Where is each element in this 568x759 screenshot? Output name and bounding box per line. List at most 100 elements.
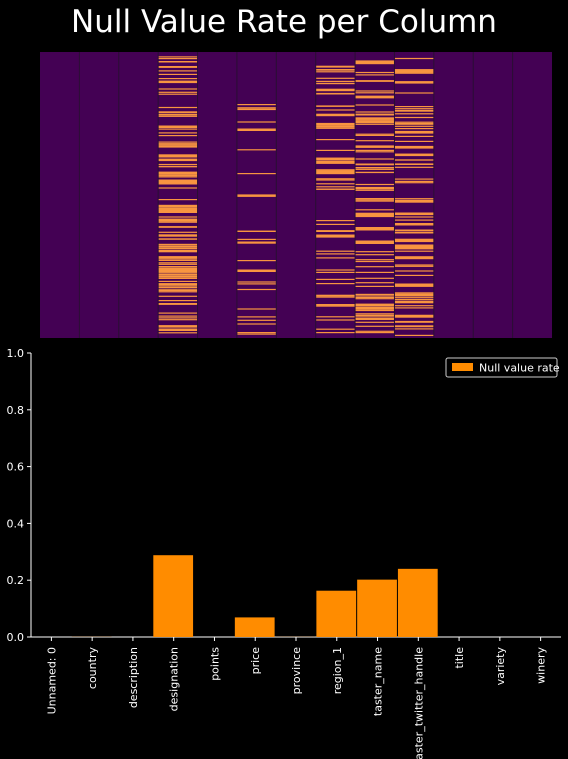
heatmap-null-line [158, 154, 198, 157]
heatmap-null-line [355, 61, 395, 64]
heatmap-null-line [315, 81, 356, 83]
heatmap-null-line [158, 248, 198, 250]
heatmap-null-line [158, 128, 198, 130]
heatmap-null-line [236, 288, 277, 291]
heatmap-null-line [355, 92, 395, 94]
heatmap-null-line [315, 83, 356, 85]
heatmap-null-line [158, 258, 198, 260]
heatmap-null-line [394, 182, 434, 184]
heatmap-null-line [355, 134, 395, 136]
heatmap-null-line [394, 316, 434, 318]
y-tick-label: 1.0 [7, 347, 25, 360]
heatmap-null-line [158, 187, 198, 189]
heatmap-null-line [315, 71, 356, 73]
heatmap-null-line [158, 58, 198, 60]
bar-price [234, 617, 275, 637]
heatmap-null-line [158, 262, 198, 264]
heatmap-null-line [158, 66, 198, 68]
heatmap-null-line [236, 316, 277, 318]
heatmap-null-line [355, 260, 395, 263]
heatmap-null-line [236, 121, 277, 123]
heatmap-null-line [315, 236, 356, 238]
heatmap-null-line [355, 200, 395, 202]
heatmap-null-line [394, 145, 434, 148]
heatmap-null-line [315, 125, 356, 127]
heatmap-null-line [158, 125, 198, 128]
heatmap-null-line [315, 250, 356, 252]
heatmap-null-line [315, 230, 356, 232]
heatmap-null-line [158, 287, 198, 289]
heatmap-null-line [355, 228, 395, 231]
legend-frame [445, 357, 558, 378]
heatmap-null-line [315, 220, 356, 222]
heatmap-null-line [355, 296, 395, 299]
heatmap-null-line [158, 199, 198, 201]
heatmap-column-region_1 [315, 52, 356, 338]
x-tick-label: price [249, 647, 262, 675]
heatmap-null-line [355, 114, 395, 116]
heatmap-null-line [315, 332, 356, 334]
heatmap-null-line [158, 144, 198, 146]
heatmap-null-line [394, 201, 434, 203]
heatmap-null-line [355, 295, 395, 297]
heatmap-null-line [355, 227, 395, 230]
heatmap-null-line [394, 199, 434, 201]
heatmap-null-line [158, 146, 198, 148]
heatmap-null-line [158, 277, 198, 279]
heatmap-null-line [394, 265, 434, 267]
x-tick-label: province [290, 647, 303, 695]
heatmap-null-line [355, 119, 395, 121]
heatmap-null-line [158, 173, 198, 175]
heatmap-null-line [158, 231, 198, 233]
heatmap-null-line [394, 315, 434, 317]
heatmap-null-line [355, 168, 395, 170]
heatmap-null-line [315, 139, 356, 141]
heatmap-null-line [394, 246, 434, 249]
chart-title: Null Value Rate per Column [71, 4, 497, 40]
heatmap-null-line [394, 109, 434, 112]
heatmap-null-line [394, 229, 434, 231]
heatmap-column-taster_twitter_handle [394, 52, 434, 338]
heatmap-column-country [79, 52, 119, 338]
heatmap-null-line [315, 186, 356, 188]
bar-taster_twitter_handle [397, 568, 438, 637]
heatmap-null-line [355, 314, 395, 316]
heatmap-null-line [158, 280, 198, 282]
heatmap-null-line [158, 243, 198, 245]
heatmap-null-line [158, 132, 198, 134]
heatmap-null-line [355, 198, 395, 200]
heatmap-null-line [158, 163, 198, 166]
heatmap-null-line [355, 104, 395, 106]
heatmap-null-line [355, 293, 395, 295]
heatmap-null-line [158, 106, 198, 109]
heatmap-null-line [394, 270, 434, 272]
heatmap-null-line [236, 333, 277, 335]
heatmap-null-line [394, 131, 434, 133]
heatmap-null-line [394, 106, 434, 108]
y-tick-label: 0.0 [7, 631, 25, 644]
heatmap-null-line [315, 105, 356, 107]
heatmap-null-line [394, 166, 434, 168]
heatmap-null-line [158, 93, 198, 95]
heatmap-null-line [355, 309, 395, 312]
heatmap-null-line [355, 303, 395, 307]
heatmap-null-line [315, 271, 356, 273]
heatmap-null-line [355, 321, 395, 323]
heatmap-null-line [315, 328, 356, 330]
heatmap-null-line [355, 325, 395, 327]
heatmap-null-line [394, 116, 434, 119]
heatmap-null-line [355, 171, 395, 174]
heatmap-null-line [355, 183, 395, 186]
heatmap-null-line [355, 277, 395, 279]
heatmap-null-line [236, 323, 277, 325]
heatmap-null-line [394, 213, 434, 216]
heatmap-null-line [394, 180, 434, 182]
heatmap-column-taster_name [355, 52, 395, 338]
y-tick-label: 0.4 [7, 517, 25, 530]
heatmap-null-line [355, 209, 395, 211]
heatmap-null-line [394, 250, 434, 252]
heatmap-null-line [158, 114, 198, 116]
heatmap-column-Unnamed: 0 [40, 52, 80, 338]
heatmap-null-line [315, 188, 356, 190]
heatmap-null-line [394, 334, 434, 336]
